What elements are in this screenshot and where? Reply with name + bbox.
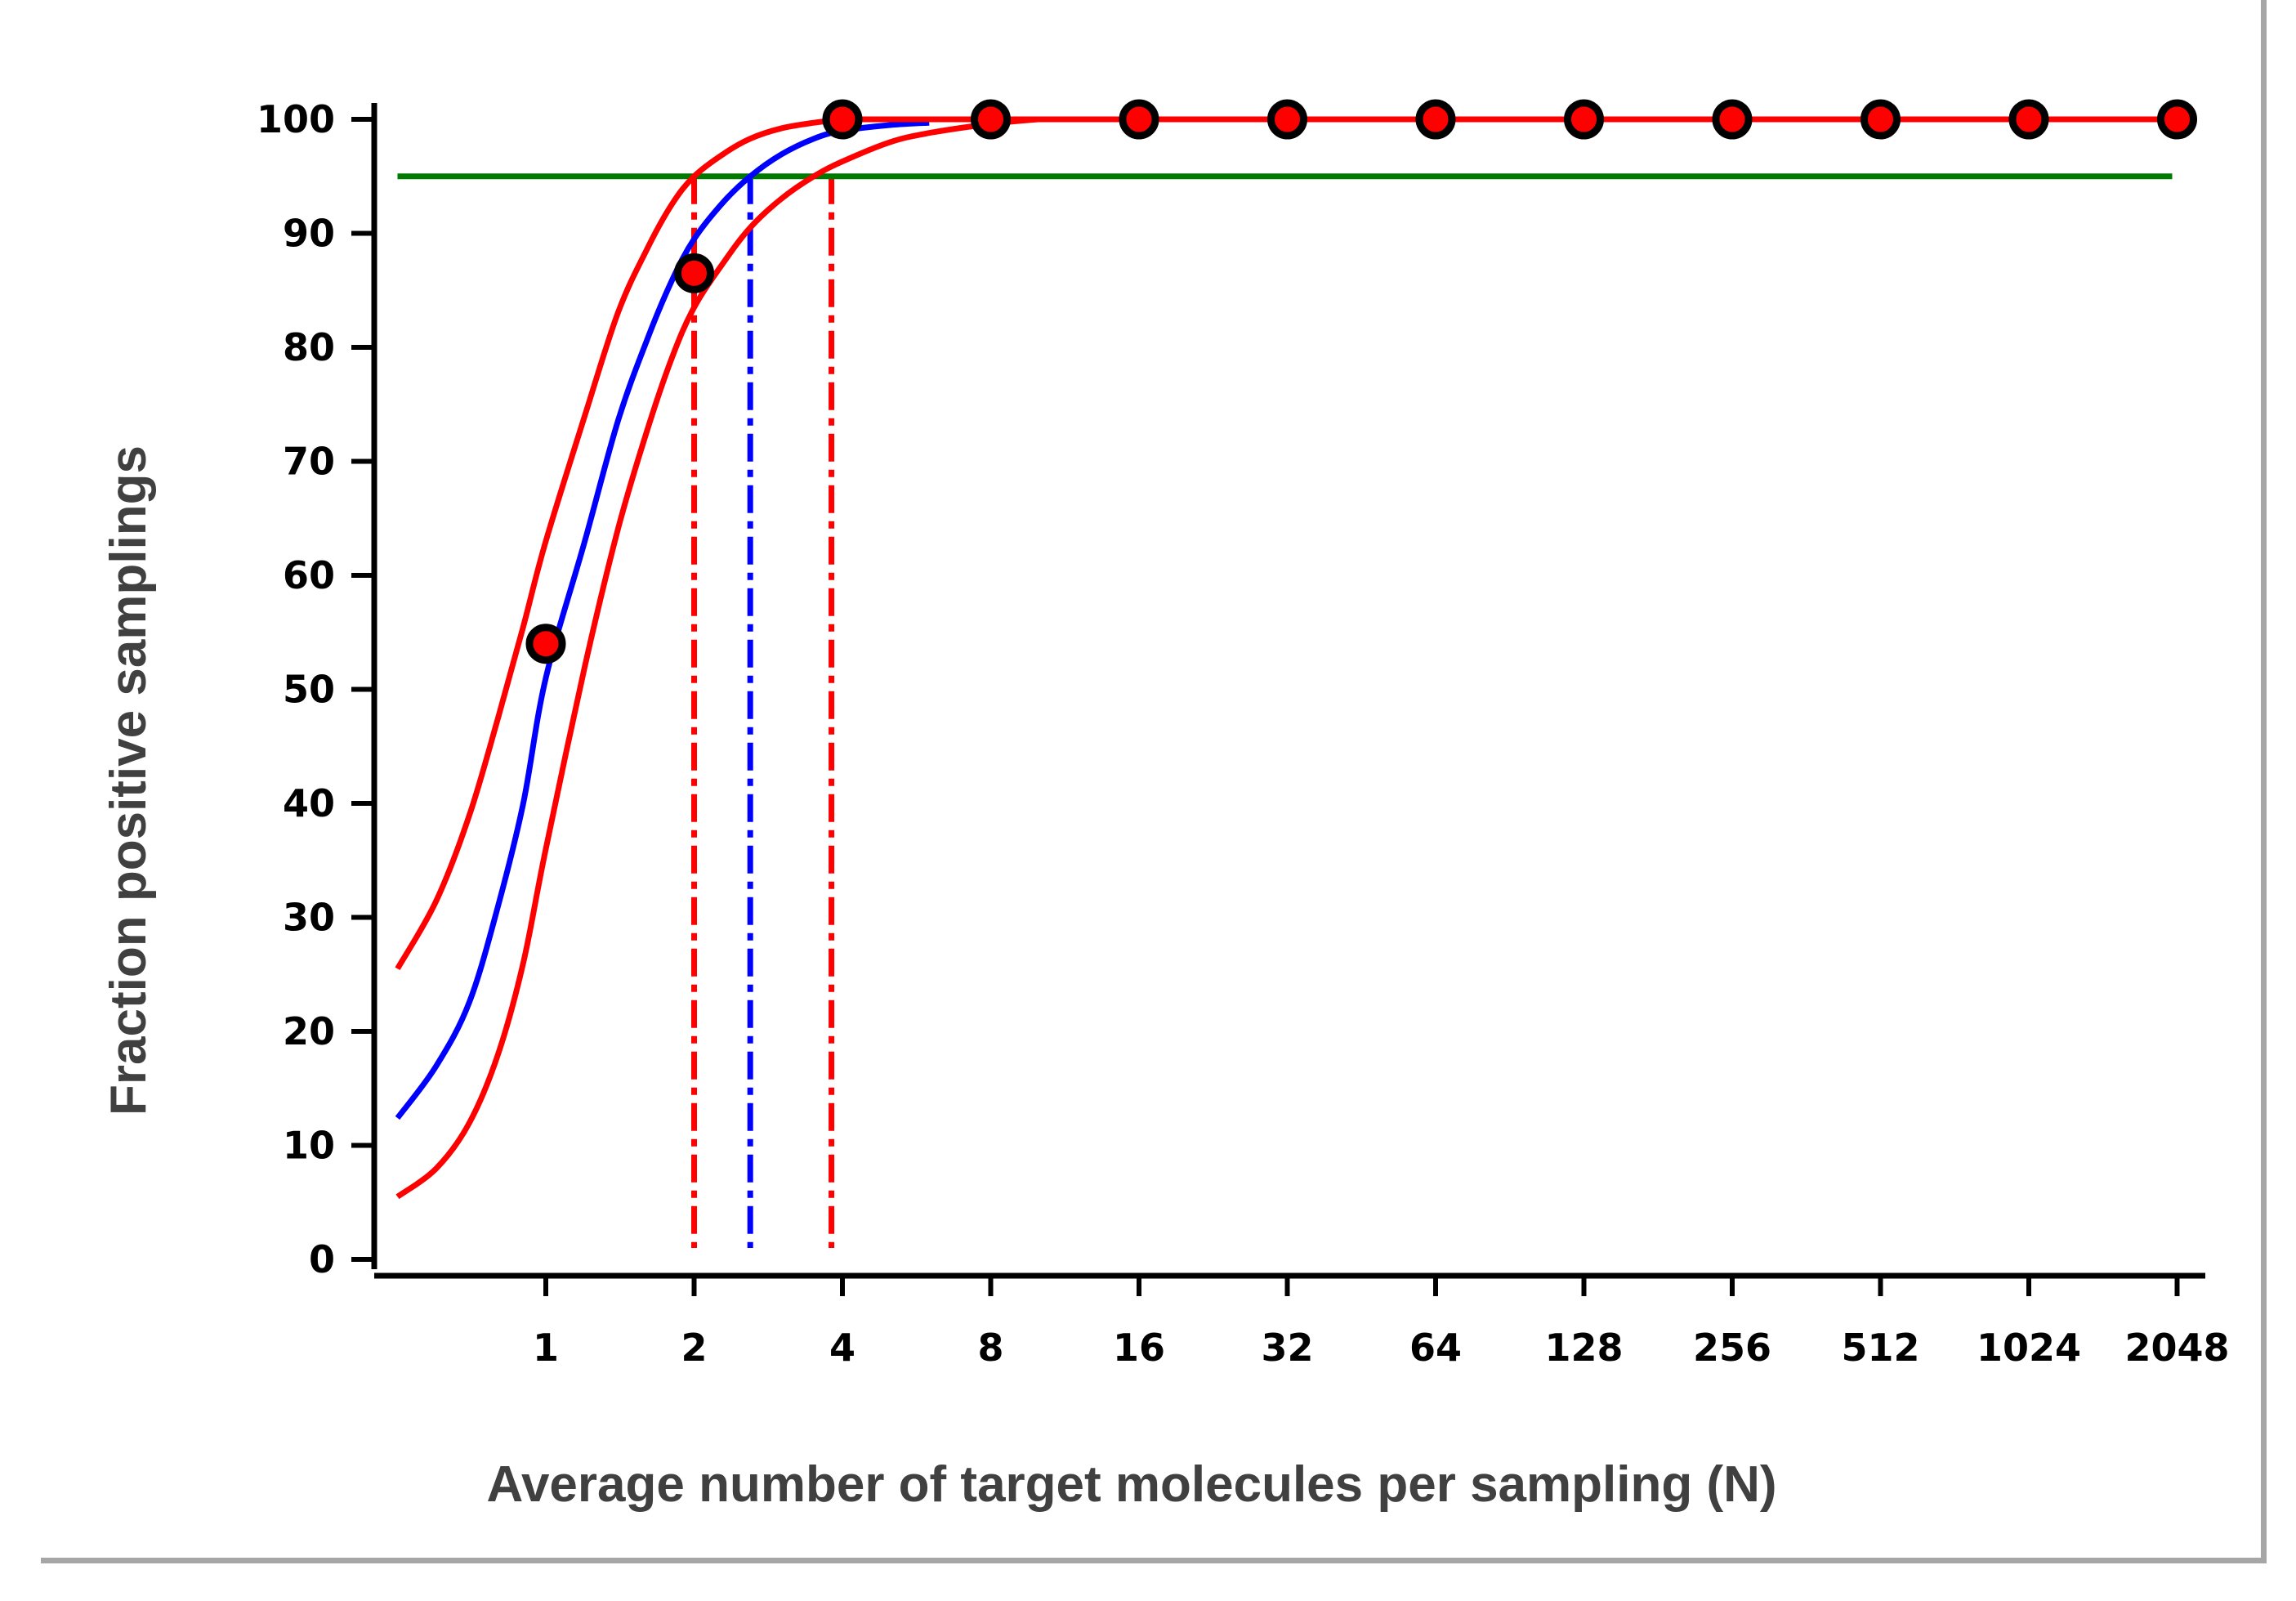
data-point	[1860, 99, 1901, 140]
data-point	[2008, 99, 2049, 140]
data-point	[674, 253, 714, 293]
x-tick-label: 2048	[2124, 1326, 2229, 1370]
y-tick-label: 10	[283, 1124, 335, 1168]
x-tick-label: 32	[1261, 1326, 1313, 1370]
data-point	[525, 624, 566, 664]
y-tick-label: 100	[257, 97, 335, 141]
data-point	[1712, 99, 1753, 140]
y-tick-label: 50	[283, 668, 335, 712]
y-axis-title: Fraction positive samplings	[101, 445, 157, 1116]
y-axis-ticks: 0 10 20 30 40 50 60 70 80 90 100	[257, 97, 374, 1281]
data-point	[1119, 99, 1159, 140]
x-tick-label: 1024	[1977, 1326, 2081, 1370]
x-axis-title: Average number of target molecules per s…	[486, 1456, 1776, 1513]
y-tick-label: 80	[283, 325, 335, 369]
y-tick-label: 60	[283, 553, 335, 597]
data-point	[971, 99, 1011, 140]
y-tick-label: 0	[309, 1237, 335, 1281]
x-tick-label: 64	[1409, 1326, 1462, 1370]
frame-right-border	[2261, 0, 2267, 1563]
x-tick-label: 256	[1693, 1326, 1771, 1370]
x-axis-ticks: 1 2 4 8 16 32 64 128 256 512 1024 2048	[533, 1276, 2230, 1370]
y-tick-label: 40	[283, 781, 335, 825]
y-tick-label: 30	[283, 896, 335, 940]
x-tick-label: 8	[977, 1326, 1003, 1370]
data-point	[1267, 99, 1307, 140]
data-point	[2157, 99, 2197, 140]
curve-0	[395, 119, 930, 1120]
curve-1	[395, 116, 1039, 1200]
frame-bottom-border	[41, 1558, 2267, 1563]
data-point	[822, 99, 863, 140]
data-point	[1415, 99, 1456, 140]
y-tick-label: 70	[283, 440, 335, 484]
data-point	[1564, 99, 1604, 140]
y-tick-label: 90	[283, 212, 335, 256]
x-tick-label: 512	[1841, 1326, 1919, 1370]
y-tick-label: 20	[283, 1009, 335, 1053]
x-tick-label: 2	[681, 1326, 707, 1370]
x-tick-label: 128	[1544, 1326, 1623, 1370]
x-tick-label: 4	[829, 1326, 855, 1370]
x-tick-label: 1	[533, 1326, 559, 1370]
x-tick-label: 16	[1113, 1326, 1165, 1370]
curve-2	[395, 116, 843, 971]
plot-area	[395, 99, 2197, 1248]
